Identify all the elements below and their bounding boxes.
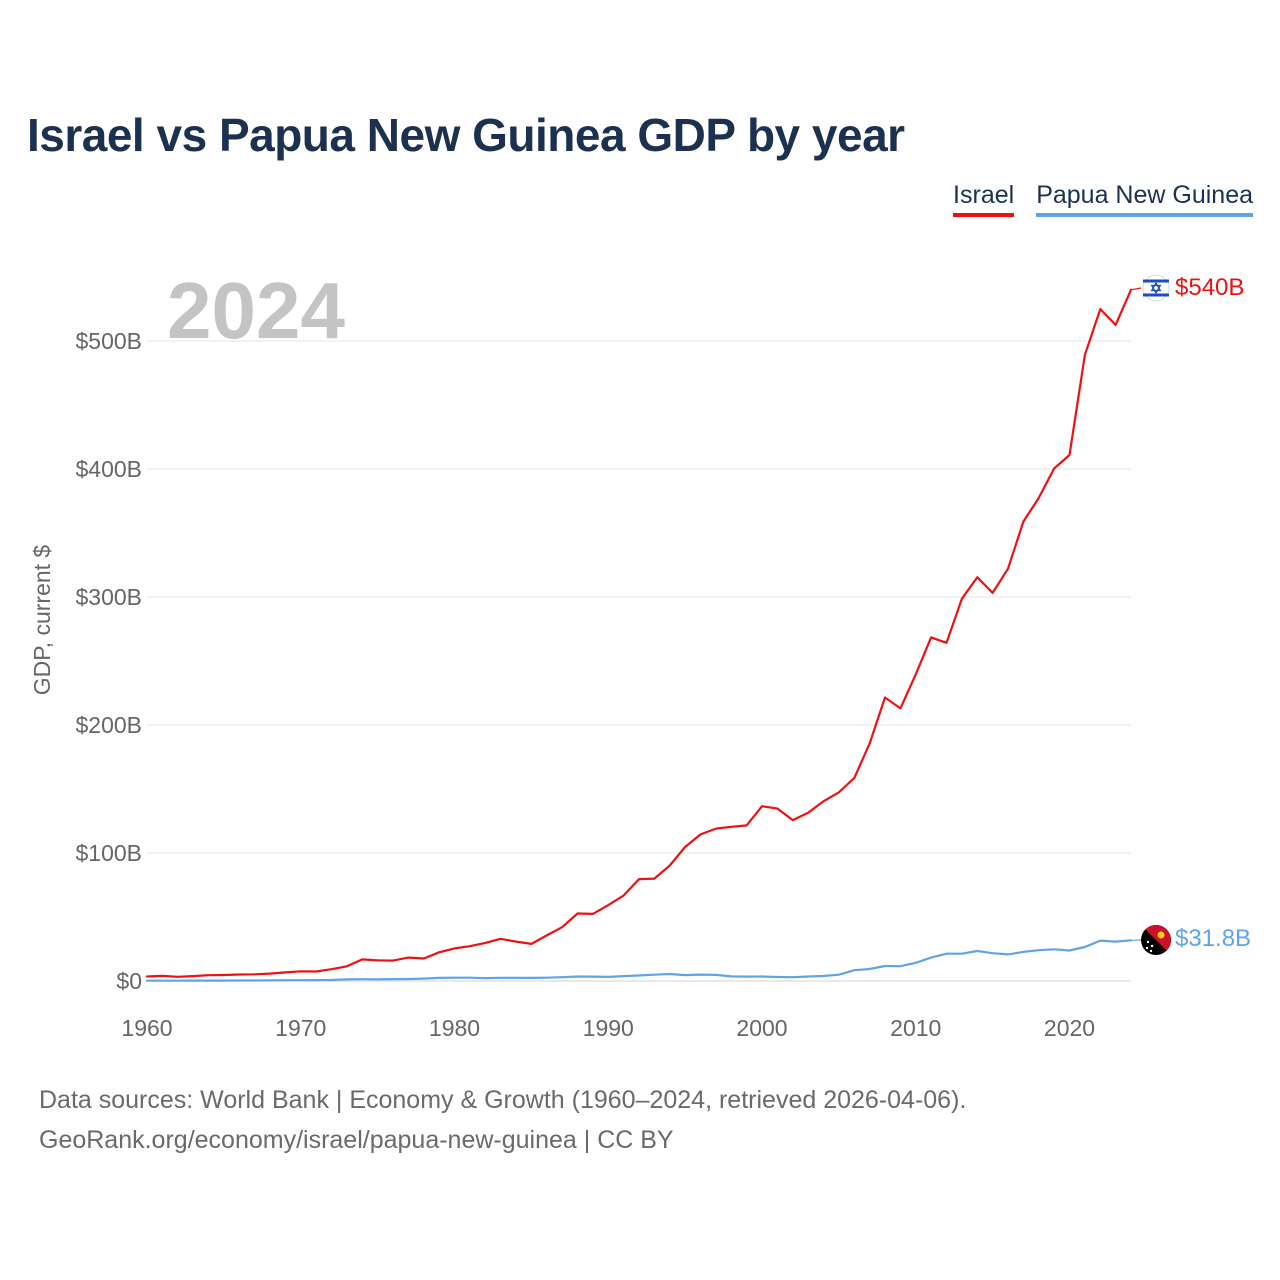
y-axis-ticks: $0 $100B $200B $300B $400B $500B <box>75 328 142 994</box>
papua-new-guinea-flag-icon <box>1141 925 1171 955</box>
y-tick-label: $400B <box>75 456 142 482</box>
legend-item-israel[interactable]: Israel <box>953 180 1015 217</box>
x-tick-label: 2020 <box>1044 1015 1095 1041</box>
x-axis-ticks: 1960 1970 1980 1990 2000 2010 2020 <box>121 1015 1095 1041</box>
series-lines <box>145 287 1142 982</box>
y-tick-label: $500B <box>75 328 142 354</box>
x-tick-label: 2010 <box>890 1015 941 1041</box>
y-tick-label: $200B <box>75 712 142 738</box>
x-tick-label: 1970 <box>275 1015 326 1041</box>
footer-attribution: GeoRank.org/economy/israel/papua-new-gui… <box>39 1126 674 1154</box>
series-line-israel[interactable] <box>145 288 1133 978</box>
y-tick-label: $0 <box>116 968 142 994</box>
x-tick-label: 1960 <box>121 1015 172 1041</box>
x-tick-label: 2000 <box>736 1015 787 1041</box>
papua-new-guinea-end-value-label: $31.8B <box>1175 925 1251 952</box>
series-end-connector <box>1130 287 1142 291</box>
legend-item-papua-new-guinea[interactable]: Papua New Guinea <box>1036 180 1253 217</box>
footer-sources: Data sources: World Bank | Economy & Gro… <box>39 1086 967 1114</box>
gridlines <box>147 340 1131 982</box>
legend: Israel Papua New Guinea <box>953 180 1253 217</box>
x-tick-label: 1990 <box>583 1015 634 1041</box>
series-end-labels: $540B $31.8B <box>1141 274 1251 955</box>
line-chart: 2024 $0 $100B $200B $300B $400B $500B 1960 197… <box>29 266 1251 1041</box>
chart-title: Israel vs Papua New Guinea GDP by year <box>27 109 905 161</box>
footer: Data sources: World Bank | Economy & Gro… <box>39 1080 966 1160</box>
y-axis-title: GDP, current $ <box>29 545 55 696</box>
y-tick-label: $300B <box>75 584 142 610</box>
series-line-papua-new-guinea[interactable] <box>145 939 1133 982</box>
y-tick-label: $100B <box>75 840 142 866</box>
year-label: 2024 <box>167 266 345 355</box>
israel-end-value-label: $540B <box>1175 274 1244 301</box>
x-tick-label: 1980 <box>429 1015 480 1041</box>
israel-flag-icon <box>1142 274 1170 302</box>
